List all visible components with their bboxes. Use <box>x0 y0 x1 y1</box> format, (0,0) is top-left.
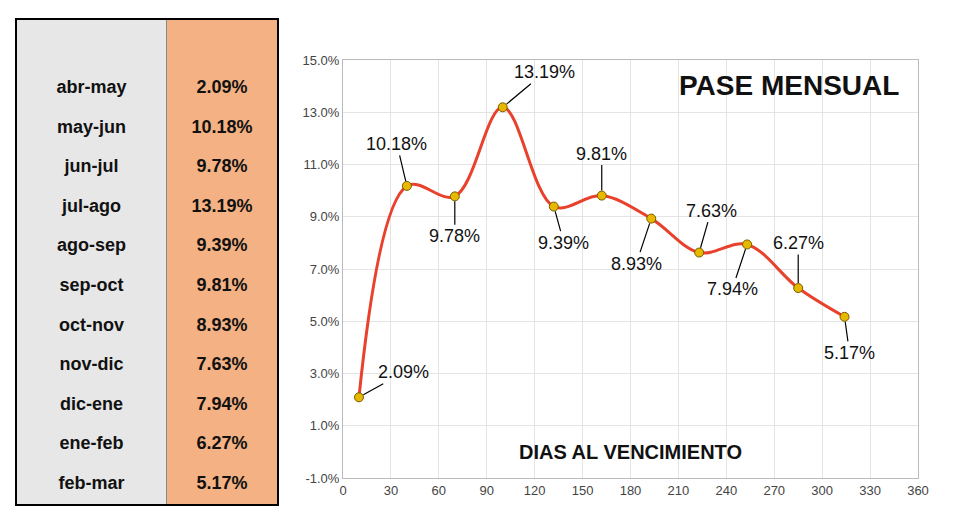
svg-text:360: 360 <box>907 483 929 498</box>
svg-text:9.39%: 9.39% <box>538 233 589 253</box>
svg-text:9.81%: 9.81% <box>576 144 627 164</box>
svg-text:DIAS AL VENCIMIENTO: DIAS AL VENCIMIENTO <box>519 441 742 463</box>
svg-text:9.0%: 9.0% <box>310 209 340 224</box>
svg-text:1.0%: 1.0% <box>310 418 340 433</box>
svg-text:0: 0 <box>339 483 346 498</box>
html-text:9.39%: 9.39% <box>196 235 248 256</box>
html-text:jun-jul: jun-jul <box>64 156 119 177</box>
html-text:dic-ene: dic-ene <box>60 393 123 414</box>
svg-text:11.0%: 11.0% <box>303 157 339 172</box>
svg-text:240: 240 <box>715 483 737 498</box>
svg-text:300: 300 <box>811 483 833 498</box>
html-text:7.94%: 7.94% <box>196 393 248 414</box>
html-text:13.19%: 13.19% <box>191 195 253 216</box>
svg-text:150: 150 <box>572 483 594 498</box>
svg-text:7.63%: 7.63% <box>686 201 737 221</box>
html-text:9.78%: 9.78% <box>196 156 248 177</box>
svg-text:2.09%: 2.09% <box>378 362 429 382</box>
html-text:10.18%: 10.18% <box>191 116 253 137</box>
svg-text:330: 330 <box>859 483 881 498</box>
html-text:9.81%: 9.81% <box>196 275 248 295</box>
svg-text:8.93%: 8.93% <box>611 254 662 274</box>
svg-text:30: 30 <box>384 483 398 498</box>
svg-text:180: 180 <box>620 483 642 498</box>
svg-text:13.19%: 13.19% <box>514 62 575 82</box>
svg-text:90: 90 <box>480 483 494 498</box>
svg-text:120: 120 <box>524 483 546 498</box>
html-text:2.09%: 2.09% <box>196 77 248 97</box>
html-text:abr-may: abr-may <box>56 77 127 97</box>
svg-text:5.0%: 5.0% <box>310 314 340 329</box>
html-text:6.27%: 6.27% <box>196 433 248 454</box>
svg-text:13.0%: 13.0% <box>303 105 340 120</box>
svg-text:60: 60 <box>432 483 446 498</box>
html-text:8.93%: 8.93% <box>196 314 248 335</box>
svg-text:7.94%: 7.94% <box>707 279 758 299</box>
svg-text:15.0%: 15.0% <box>303 53 340 68</box>
svg-text:7.0%: 7.0% <box>310 262 340 277</box>
html-text:oct-nov: oct-nov <box>59 314 124 335</box>
html-text:sep-oct: sep-oct <box>59 275 124 295</box>
html-text:ago-sep: ago-sep <box>57 235 126 256</box>
svg-text:6.27%: 6.27% <box>773 233 824 253</box>
svg-text:5.17%: 5.17% <box>824 343 875 363</box>
svg-text:PASE MENSUAL: PASE MENSUAL <box>679 70 899 101</box>
html-text:ene-feb: ene-feb <box>59 433 124 454</box>
svg-text:9.78%: 9.78% <box>429 226 480 246</box>
html-text:feb-mar: feb-mar <box>58 472 125 493</box>
html-text:7.63%: 7.63% <box>196 354 248 375</box>
svg-text:-1.0%: -1.0% <box>305 471 339 486</box>
html-text:may-jun: may-jun <box>57 116 126 137</box>
html-text:5.17%: 5.17% <box>196 472 248 493</box>
svg-text:210: 210 <box>668 483 690 498</box>
svg-text:3.0%: 3.0% <box>310 366 340 381</box>
svg-text:270: 270 <box>763 483 785 498</box>
svg-text:10.18%: 10.18% <box>366 134 427 154</box>
html-text:nov-dic: nov-dic <box>59 354 124 375</box>
html-text:jul-ago: jul-ago <box>62 195 121 216</box>
